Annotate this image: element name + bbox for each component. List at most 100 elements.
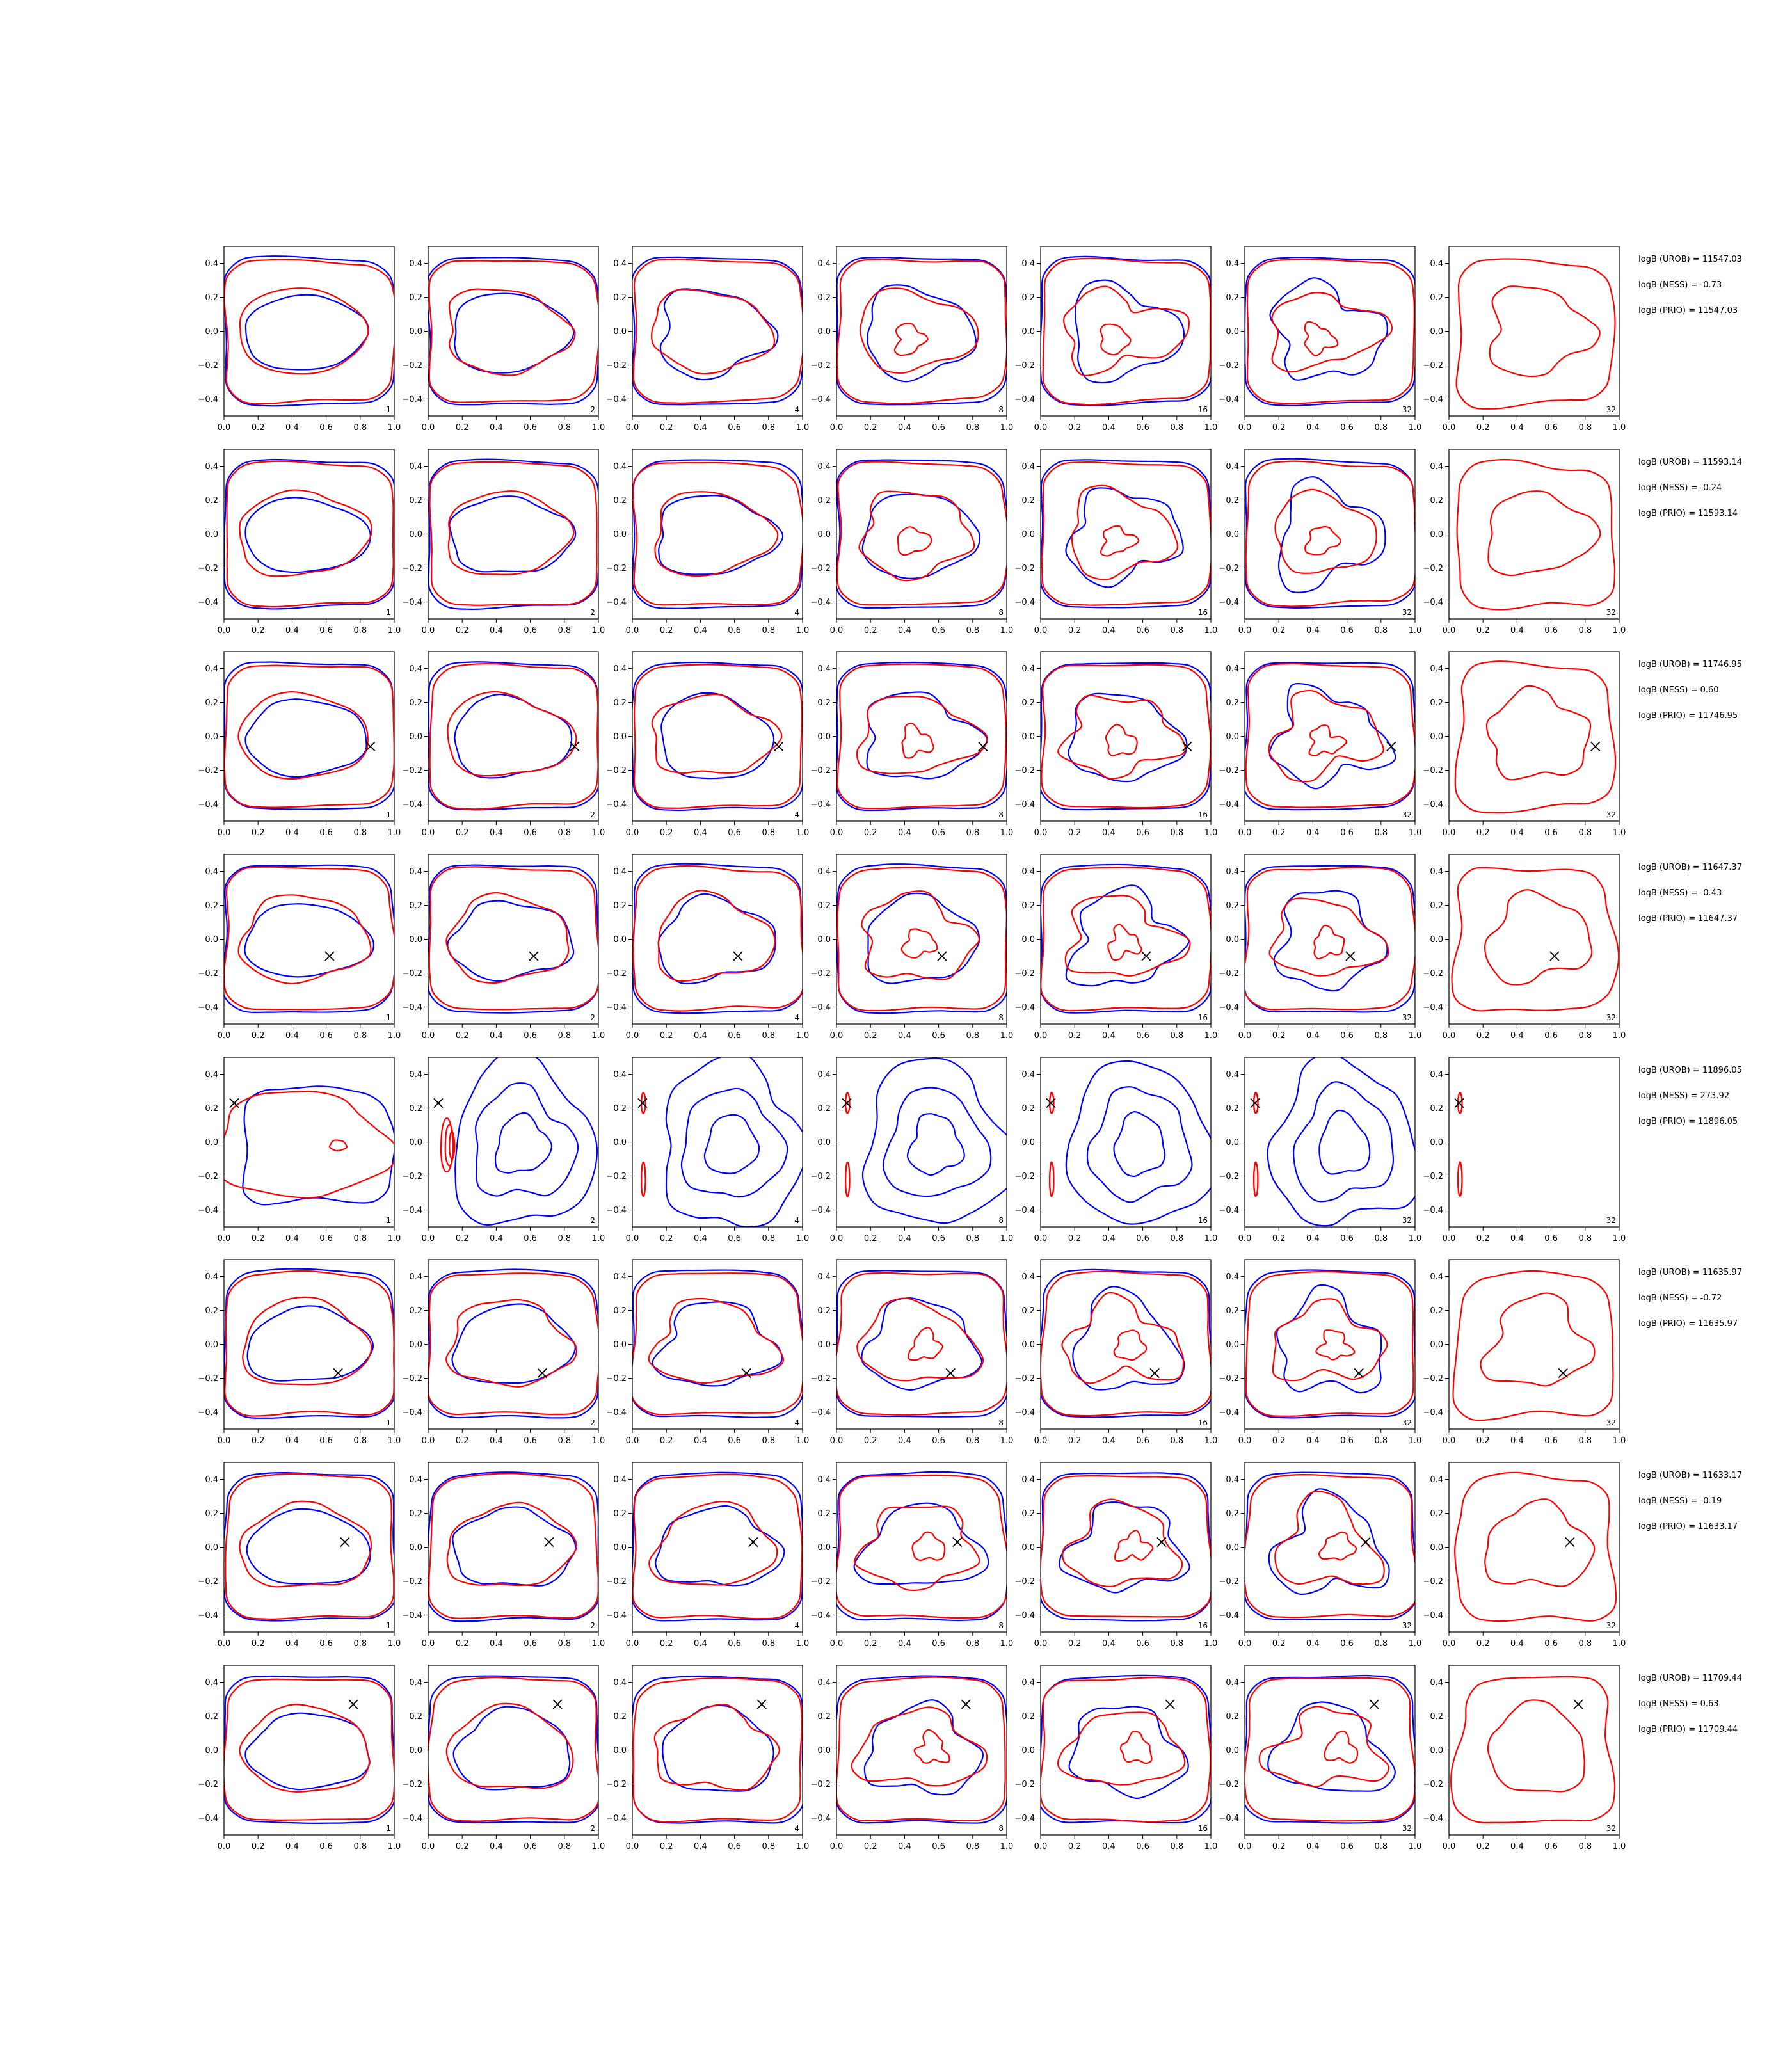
x-tick-label: 0.0 <box>830 423 844 433</box>
y-tick-label: 0.0 <box>409 732 422 742</box>
subplot-r8-c6: 32 0.0 0.2 0.4 0.6 0.8 1.0 0.4 0.2 0.0 −0.2 −0.4 <box>1219 1665 1421 1852</box>
x-tick-label: 0.0 <box>1443 828 1456 838</box>
contour-a <box>1487 490 1601 577</box>
y-tick-label: 0.4 <box>613 259 627 269</box>
axes-frame <box>223 449 395 620</box>
contour-a <box>1062 1498 1183 1588</box>
x-tick-label: 0.2 <box>660 1031 673 1041</box>
x-tick-label: 0.4 <box>1510 423 1524 433</box>
x-tick-label: 0.0 <box>422 626 435 636</box>
contour-a <box>445 1299 577 1388</box>
contour-b <box>242 1085 394 1206</box>
x-tick-label: 1.0 <box>1204 423 1218 433</box>
axes-frame <box>836 854 1007 1025</box>
x-tick-label: 0.2 <box>660 1842 673 1852</box>
contour-b <box>657 893 776 985</box>
y-tick-label: 0.2 <box>205 1104 218 1114</box>
y-tick-label: 0.4 <box>1021 1678 1035 1688</box>
y-tick-label: 0.4 <box>613 462 627 472</box>
x-tick-label: 0.8 <box>353 1842 367 1852</box>
x-tick-label: 1.0 <box>1409 1639 1422 1649</box>
logb-annotation: logB (PRIO) = 11635.97 <box>1638 1319 1738 1329</box>
y-tick-label: −0.4 <box>1219 800 1239 810</box>
x-tick-label: 0.0 <box>218 626 231 636</box>
x-tick-label: 1.0 <box>1204 1436 1218 1446</box>
logb-annotation: logB (PRIO) = 11746.95 <box>1638 711 1738 721</box>
y-tick-label: −0.2 <box>606 1780 627 1789</box>
x-tick-label: 0.6 <box>932 1639 945 1649</box>
y-tick-label: 0.2 <box>1226 293 1239 303</box>
y-tick-label: 0.4 <box>1226 1070 1239 1080</box>
y-tick-label: −0.4 <box>810 395 831 404</box>
x-tick-label: 0.4 <box>285 626 299 636</box>
x-tick-label: 0.6 <box>524 626 537 636</box>
x-tick-label: 0.4 <box>1102 828 1116 838</box>
contour-b <box>655 1505 785 1587</box>
axes-frame <box>223 651 395 822</box>
x-tick-label: 0.8 <box>762 1842 775 1852</box>
panel-label: 4 <box>794 608 799 617</box>
x-tick-label: 0.2 <box>1272 1842 1286 1852</box>
subplot-r2-c4: 8 0.0 0.2 0.4 0.6 0.8 1.0 0.4 0.2 0.0 −0.2 −0.4 <box>810 449 1013 636</box>
y-tick-label: 0.4 <box>1430 664 1443 674</box>
contour-b <box>836 863 1007 1014</box>
contour-a <box>836 1272 1007 1416</box>
panel-label: 2 <box>590 1621 595 1630</box>
contour-a <box>1304 525 1341 556</box>
marker-x <box>1565 1537 1575 1548</box>
contour-b <box>1041 459 1211 609</box>
contour-b <box>861 1297 983 1391</box>
x-tick-label: 0.4 <box>694 1031 707 1041</box>
x-tick-label: 0.0 <box>218 1639 231 1649</box>
x-tick-label: 0.6 <box>932 423 945 433</box>
y-tick-label: −0.2 <box>1423 1172 1443 1181</box>
subplot-r1-c7: 32 0.0 0.2 0.4 0.6 0.8 1.0 0.4 0.2 0.0 −0.2 −0.4 <box>1423 246 1626 433</box>
x-tick-label: 0.6 <box>524 1842 537 1852</box>
marker-x <box>229 1098 239 1108</box>
contour-b <box>447 900 575 982</box>
contour-a <box>428 260 598 403</box>
contour-a <box>1057 1711 1186 1786</box>
y-tick-label: 0.4 <box>1430 1678 1443 1688</box>
y-tick-label: −0.4 <box>606 1611 627 1620</box>
x-tick-label: 0.6 <box>524 1436 537 1446</box>
marker-x <box>756 1699 767 1709</box>
x-tick-label: 0.2 <box>1476 1639 1490 1649</box>
x-tick-label: 0.8 <box>966 1436 979 1446</box>
marker-x <box>433 1098 444 1108</box>
x-tick-label: 0.8 <box>557 1234 571 1244</box>
y-tick-label: −0.2 <box>1219 766 1239 776</box>
x-tick-label: 0.2 <box>1476 1842 1490 1852</box>
y-tick-label: 0.4 <box>409 462 422 472</box>
y-tick-label: −0.2 <box>402 766 422 776</box>
y-tick-label: −0.2 <box>1423 1577 1443 1587</box>
x-tick-label: 0.2 <box>1068 828 1082 838</box>
y-tick-label: 0.2 <box>409 1712 422 1722</box>
contour-b <box>1268 1488 1390 1596</box>
x-tick-label: 0.0 <box>830 626 844 636</box>
x-tick-label: 1.0 <box>592 1436 605 1446</box>
y-tick-label: −0.4 <box>1014 598 1035 607</box>
x-tick-label: 0.6 <box>1544 1639 1558 1649</box>
y-tick-label: 0.4 <box>205 1070 218 1080</box>
y-tick-label: 0.0 <box>409 1746 422 1756</box>
contour-a <box>836 461 1007 606</box>
y-tick-label: 0.0 <box>1226 732 1239 742</box>
contour-b <box>1072 1286 1185 1391</box>
subplot-r5-c6: 32 0.0 0.2 0.4 0.6 0.8 1.0 0.4 0.2 0.0 −0.2 −0.4 <box>1219 1057 1421 1244</box>
y-tick-label: 0.0 <box>613 1746 627 1756</box>
marker-x <box>1156 1537 1167 1548</box>
x-tick-label: 0.8 <box>353 423 367 433</box>
axes-frame <box>1448 1665 1620 1836</box>
contour-a <box>900 928 938 959</box>
x-tick-label: 0.2 <box>1068 626 1082 636</box>
x-tick-label: 0.2 <box>660 1436 673 1446</box>
y-tick-label: 0.2 <box>409 698 422 708</box>
contour-a <box>1258 1706 1389 1788</box>
x-tick-label: 0.2 <box>1068 1436 1082 1446</box>
contour-b <box>1245 1674 1415 1824</box>
y-tick-label: 0.2 <box>817 293 831 303</box>
y-tick-label: −0.2 <box>810 766 831 776</box>
x-tick-label: 0.6 <box>319 1436 333 1446</box>
y-tick-label: 0.4 <box>817 462 831 472</box>
